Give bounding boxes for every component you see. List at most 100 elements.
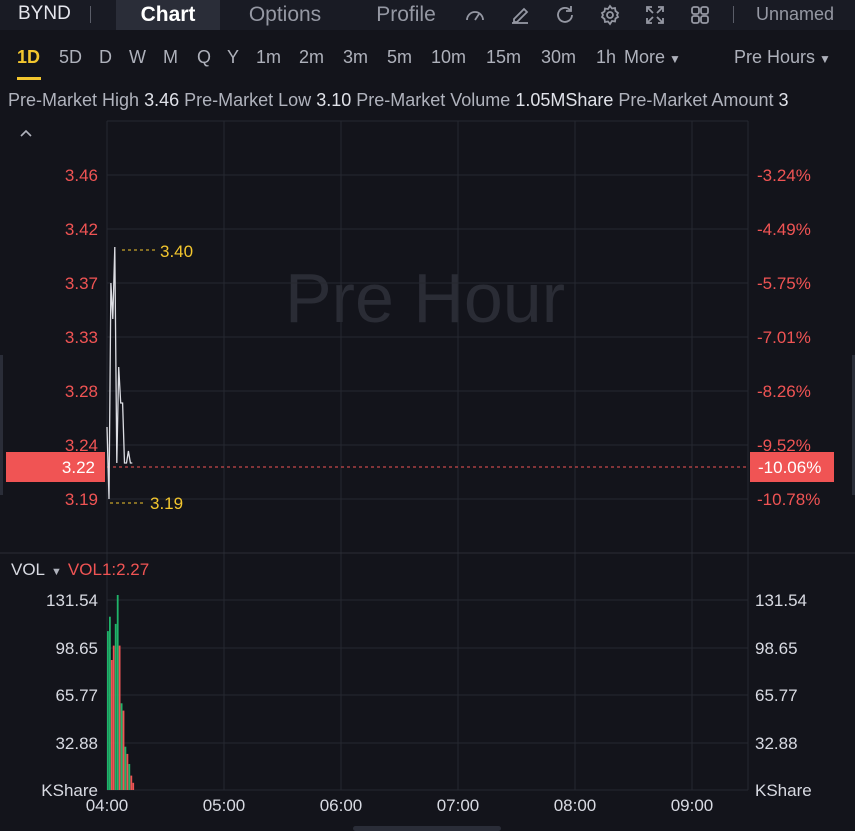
price-tick: 3.46 [65, 166, 98, 185]
volume-bar [107, 631, 109, 790]
amount-label: Pre-Market Amount [618, 90, 774, 110]
session-select[interactable]: Pre Hours ▼ [734, 47, 831, 68]
active-period-indicator [17, 77, 41, 80]
current-price-tag [6, 452, 105, 482]
tab-options[interactable]: Options [248, 3, 322, 26]
volume-left-axis: 131.54 98.65 65.77 32.88 KShare [41, 591, 98, 800]
right-resize-handle[interactable] [852, 355, 855, 495]
period-year[interactable]: Y [227, 47, 240, 67]
period-1h[interactable]: 1h [596, 47, 617, 67]
low-label: Pre-Market Low [184, 90, 312, 110]
divider [733, 6, 734, 23]
price-tick: 3.19 [65, 490, 98, 509]
watermark-text: Pre Hour [285, 259, 565, 337]
volume-tick: 32.88 [55, 734, 98, 753]
volume-value: 1.05MShare [515, 90, 614, 110]
tab-chart[interactable]: Chart [116, 0, 220, 30]
more-label: More [624, 47, 666, 67]
volume-bar [118, 645, 121, 790]
pct-tick: -8.26% [757, 382, 811, 401]
refresh-icon[interactable] [553, 3, 577, 27]
caret-down-icon: ▼ [669, 52, 681, 66]
price-tick: 3.42 [65, 220, 98, 239]
volume-tick: 32.88 [755, 734, 798, 753]
period-15m[interactable]: 15m [486, 47, 522, 67]
price-right-axis: -3.24% -4.49% -5.75% -7.01% -8.26% -9.52… [757, 166, 820, 509]
volume-bar [112, 645, 115, 790]
volume-indicator-header[interactable]: VOL ▼ VOL1:2.27 [11, 560, 149, 580]
period-week[interactable]: W [129, 47, 146, 67]
volume-bar [128, 764, 131, 790]
current-price-value: 3.22 [62, 458, 95, 477]
volume-tick: 131.54 [755, 591, 807, 610]
volume-bar [114, 623, 117, 790]
volume-bar [126, 753, 129, 790]
more-button[interactable]: More ▼ [624, 47, 681, 68]
price-series [106, 246, 133, 500]
expand-icon[interactable] [643, 3, 667, 27]
high-value: 3.46 [144, 90, 180, 110]
period-3m[interactable]: 3m [343, 47, 369, 67]
caret-down-icon: ▼ [819, 52, 831, 66]
volume-bar [110, 660, 113, 790]
divider [90, 6, 91, 23]
volume-tick: 65.77 [55, 686, 98, 705]
amount-value: 3 [778, 90, 789, 110]
period-30m[interactable]: 30m [541, 47, 577, 67]
edit-icon[interactable] [508, 3, 532, 27]
price-line [106, 246, 133, 500]
period-day[interactable]: D [99, 47, 112, 67]
period-bar: 1D 5D D W M Q Y 1m 2m 3m 5m 10m 15m 30m … [0, 42, 855, 74]
volume-unit: KShare [755, 781, 812, 800]
price-tick: 3.33 [65, 328, 98, 347]
period-2m[interactable]: 2m [299, 47, 325, 67]
left-resize-handle[interactable] [0, 355, 3, 495]
low-value: 3.10 [316, 90, 352, 110]
time-tick: 09:00 [671, 796, 714, 815]
gauge-icon[interactable] [463, 3, 487, 27]
pct-tick: -3.24% [757, 166, 811, 185]
volume-tick: 98.65 [755, 639, 798, 658]
pct-tick: -4.49% [757, 220, 811, 239]
pct-tick: -7.01% [757, 328, 811, 347]
volume-bar [132, 782, 135, 790]
volume-tick: 131.54 [46, 591, 98, 610]
period-10m[interactable]: 10m [431, 47, 467, 67]
grid-icon[interactable] [688, 3, 712, 27]
high-marker-label: 3.40 [160, 242, 193, 261]
period-5m[interactable]: 5m [387, 47, 413, 67]
price-tick: 3.28 [65, 382, 98, 401]
volume-unit: KShare [41, 781, 98, 800]
price-tick: 3.37 [65, 274, 98, 293]
price-left-axis: 3.46 3.42 3.37 3.33 3.28 3.24 3.19 [65, 166, 98, 509]
settings-icon[interactable] [598, 3, 622, 27]
volume-label: VOL [11, 560, 46, 579]
top-bar: BYND Chart Options Profile Unnamed [0, 0, 855, 30]
pct-tick: -5.75% [757, 274, 811, 293]
time-tick: 06:00 [320, 796, 363, 815]
time-axis: 04:00 05:00 06:00 07:00 08:00 09:00 [86, 796, 714, 815]
volume-bar [124, 746, 127, 790]
bottom-drag-handle[interactable] [353, 826, 501, 831]
pct-tick: -10.78% [757, 490, 820, 509]
period-month[interactable]: M [163, 47, 178, 67]
collapse-chevron-up-icon[interactable] [18, 125, 34, 141]
tab-profile[interactable]: Profile [376, 3, 436, 26]
caret-down-icon[interactable]: ▼ [51, 566, 62, 578]
ticker-symbol[interactable]: BYND [18, 3, 71, 24]
period-quarter[interactable]: Q [197, 47, 212, 67]
volume-bars [107, 595, 135, 790]
time-tick: 05:00 [203, 796, 246, 815]
volume-bar [109, 616, 111, 790]
layout-name[interactable]: Unnamed [756, 4, 835, 24]
period-5d[interactable]: 5D [59, 47, 83, 67]
period-1d[interactable]: 1D [17, 47, 41, 67]
period-1m[interactable]: 1m [256, 47, 282, 67]
current-pct-tag [750, 452, 834, 482]
volume-bar [120, 703, 123, 790]
pct-tick: -9.52% [757, 436, 811, 455]
volume-tick: 98.65 [55, 639, 98, 658]
volume-bar [116, 595, 119, 790]
volume-bar [122, 710, 125, 790]
